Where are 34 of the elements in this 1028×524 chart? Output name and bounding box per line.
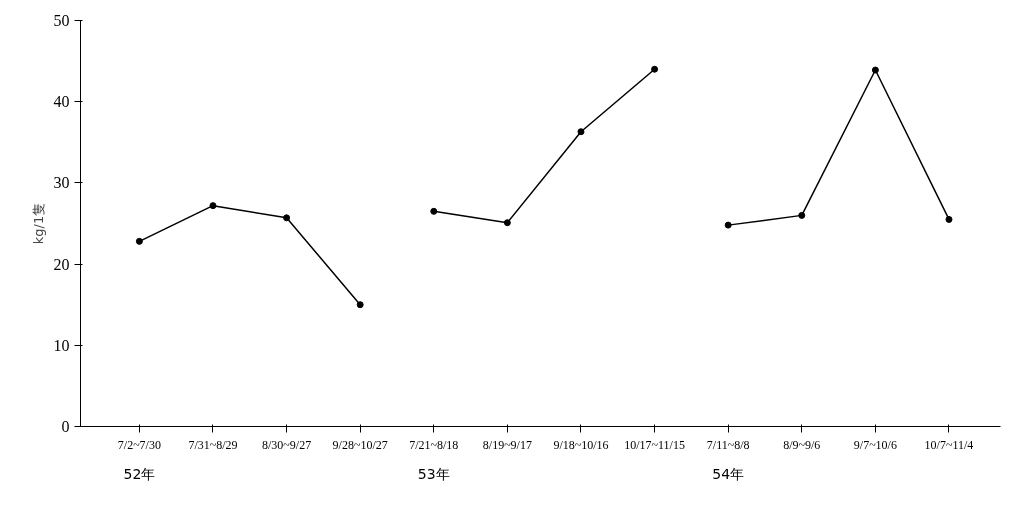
point bbox=[871, 66, 879, 74]
text: 53年 bbox=[417, 465, 450, 482]
point bbox=[651, 65, 659, 73]
x-tick-label: 8/30~9/27 bbox=[262, 437, 312, 452]
point bbox=[503, 219, 511, 227]
point bbox=[135, 237, 143, 245]
y-axis-title: kg/1隻 bbox=[30, 202, 46, 245]
y-tick-label: 30 bbox=[53, 174, 70, 192]
x-tick-label: 8/19~9/17 bbox=[482, 437, 532, 452]
point bbox=[430, 207, 438, 215]
text: 52年 bbox=[123, 465, 156, 482]
x-tick-label: 7/21~8/18 bbox=[409, 437, 459, 452]
point bbox=[945, 215, 953, 223]
text: 54年 bbox=[712, 465, 745, 482]
x-tick-label: 9/7~10/6 bbox=[853, 437, 897, 452]
x-tick-label: 7/31~8/29 bbox=[188, 437, 238, 452]
point bbox=[283, 214, 291, 222]
x-tick-label: 7/2~7/30 bbox=[117, 437, 161, 452]
x-tick-label: 7/11~8/8 bbox=[706, 437, 750, 452]
y-tick-label: 10 bbox=[53, 336, 70, 354]
y-tick-label: 40 bbox=[53, 93, 70, 111]
x-tick-label: 9/18~10/16 bbox=[553, 437, 609, 452]
y-tick-label: 0 bbox=[61, 418, 70, 435]
point bbox=[209, 202, 217, 210]
y-tick-label: 20 bbox=[53, 255, 70, 273]
point bbox=[798, 211, 806, 219]
point bbox=[356, 301, 364, 309]
point bbox=[577, 128, 585, 136]
x-tick-label: 8/9~9/6 bbox=[783, 437, 821, 452]
x-tick-label: 9/28~10/27 bbox=[332, 437, 388, 452]
y-tick-label: 50 bbox=[53, 12, 70, 29]
point bbox=[724, 221, 732, 229]
x-tick-label: 10/7~11/4 bbox=[924, 437, 974, 452]
x-tick-label: 10/17~11/15 bbox=[624, 437, 685, 452]
